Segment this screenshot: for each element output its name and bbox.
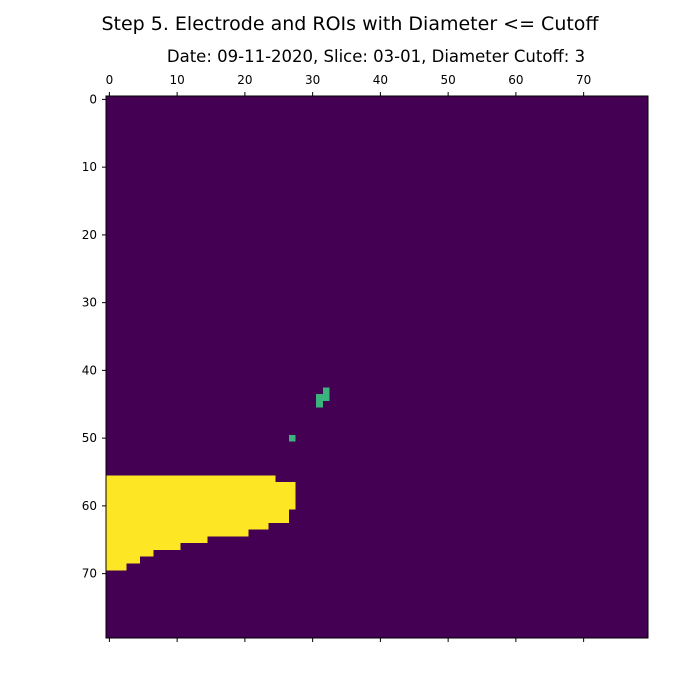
- y-tick-label: 30: [82, 296, 97, 310]
- heatmap-plot-area: [105, 95, 649, 639]
- electrode-row: [106, 522, 269, 530]
- x-tick-label: 20: [237, 73, 252, 87]
- axes-frame: [105, 95, 649, 639]
- x-tick-label: 40: [373, 73, 388, 87]
- electrode-row: [106, 556, 140, 564]
- chart-title: Date: 09-11-2020, Slice: 03-01, Diameter…: [167, 47, 585, 66]
- electrode-row: [106, 529, 249, 537]
- y-tick-label: 50: [82, 431, 97, 445]
- electrode-row: [106, 536, 208, 544]
- roi-pixel: [288, 434, 296, 442]
- x-tick-label: 70: [576, 73, 591, 87]
- x-axis: 0 10 20 30 40 50 60 70: [106, 73, 591, 642]
- electrode-row: [106, 549, 154, 557]
- x-tick-label: 50: [440, 73, 455, 87]
- electrode-row: [106, 563, 127, 571]
- y-axis: 0 10 20 30 40 50 60 70: [82, 92, 106, 581]
- x-tick-label: 60: [508, 73, 523, 87]
- y-tick-label: 0: [89, 92, 97, 106]
- electrode-row: [106, 509, 289, 517]
- x-tick-label: 0: [106, 73, 114, 87]
- electrode-row: [106, 516, 289, 523]
- electrode-row: [106, 543, 181, 550]
- y-tick-label: 70: [82, 567, 97, 581]
- electrode-row: [106, 488, 296, 496]
- heatmap-background: [106, 96, 648, 638]
- roi-pixel: [316, 394, 323, 401]
- y-tick-label: 20: [82, 228, 97, 242]
- roi-pixel: [322, 394, 330, 401]
- electrode-row: [106, 502, 296, 510]
- roi-pixel: [322, 387, 330, 395]
- x-tick-label: 10: [169, 73, 184, 87]
- chart-suptitle: Step 5. Electrode and ROIs with Diameter…: [101, 13, 599, 35]
- y-tick-label: 10: [82, 160, 97, 174]
- electrode-row: [106, 475, 276, 483]
- y-tick-label: 60: [82, 499, 97, 513]
- electrode-row: [106, 482, 296, 489]
- roi-pixel: [316, 400, 323, 408]
- electrode-row: [106, 495, 296, 503]
- x-tick-label: 30: [305, 73, 320, 87]
- y-tick-label: 40: [82, 363, 97, 377]
